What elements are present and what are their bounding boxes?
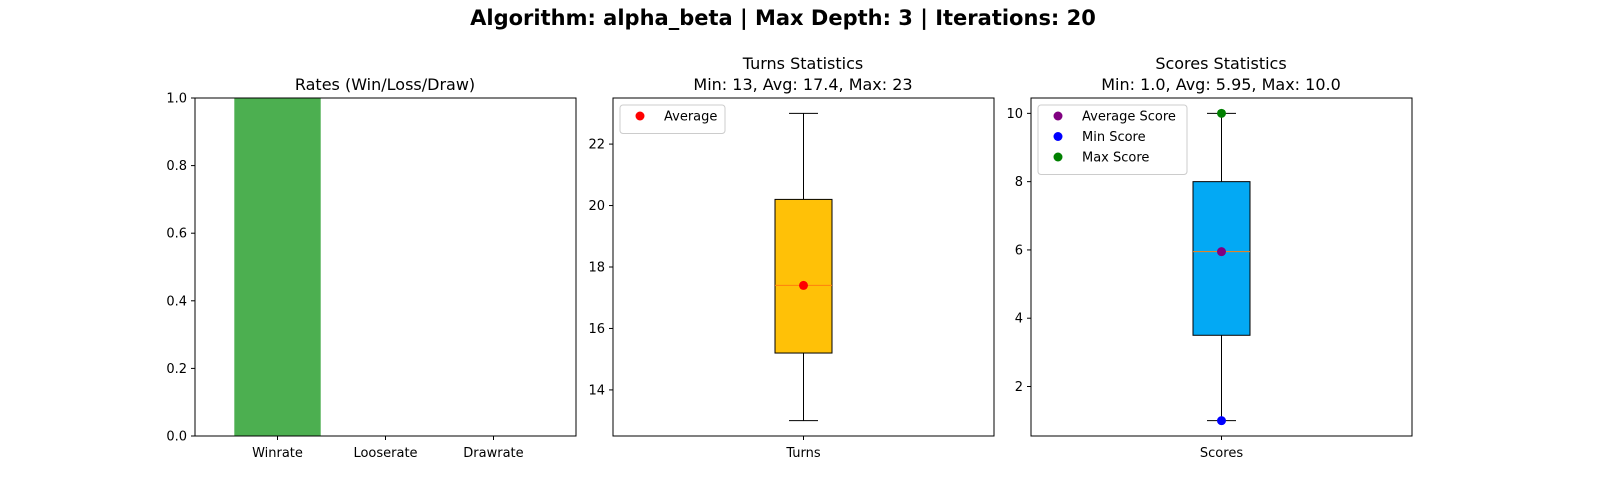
turns-legend: Average bbox=[619, 104, 726, 134]
scores-legend-label: Average Score bbox=[1082, 110, 1176, 125]
turns-average-point bbox=[799, 280, 808, 290]
turns-y-tick-label: 20 bbox=[588, 199, 605, 214]
scores-y-tick-label: 4 bbox=[1015, 312, 1023, 327]
scores-legend-marker bbox=[1053, 111, 1063, 121]
scores-legend: Average Score Min Score Max Score bbox=[1037, 104, 1188, 175]
scores-box-plot: Scores Statistics Min: 1.0, Avg: 5.95, M… bbox=[1006, 54, 1413, 461]
turns-box-marks bbox=[774, 112, 833, 422]
rates-y-tick-label: 0.6 bbox=[166, 227, 187, 242]
scores-y-tick-label: 2 bbox=[1015, 380, 1023, 395]
rates-chart-title: Rates (Win/Loss/Draw) bbox=[295, 75, 475, 94]
turns-y-tick-label: 16 bbox=[588, 322, 605, 337]
turns-box bbox=[774, 198, 833, 354]
rates-bar-chart: Rates (Win/Loss/Draw) 0.0 0.2 0.4 0.6 0.8 1.0… bbox=[166, 75, 577, 461]
turns-x-tick-label: Turns bbox=[785, 446, 821, 461]
rates-x-tick-label: Winrate bbox=[252, 446, 303, 461]
turns-legend-marker bbox=[635, 111, 645, 121]
rates-bar-marks bbox=[234, 98, 321, 436]
scores-legend-frame bbox=[1037, 104, 1188, 175]
rates-x-tick-label: Drawrate bbox=[463, 446, 523, 461]
rates-y-tick-label: 0.4 bbox=[166, 294, 187, 309]
rates-y-tick-label: 0.8 bbox=[166, 159, 187, 174]
scores-legend-label: Max Score bbox=[1082, 151, 1149, 166]
turns-y-tick-label: 14 bbox=[588, 383, 605, 398]
turns-axes: 14 16 18 20 22 Turns bbox=[588, 97, 995, 461]
rates-y-tick-label: 0.0 bbox=[166, 430, 187, 445]
scores-legend-label: Min Score bbox=[1082, 130, 1146, 145]
turns-chart-subtitle: Min: 13, Avg: 17.4, Max: 23 bbox=[693, 75, 912, 94]
scores-axes: 2 4 6 8 10 Scores bbox=[1006, 97, 1413, 461]
turns-legend-frame bbox=[619, 104, 726, 134]
scores-min-score-point bbox=[1217, 416, 1226, 426]
figure-suptitle: Algorithm: alpha_beta | Max Depth: 3 | I… bbox=[470, 6, 1096, 31]
scores-max-score-point bbox=[1217, 108, 1226, 118]
turns-y-tick-label: 18 bbox=[588, 261, 605, 276]
rates-axes: 0.0 0.2 0.4 0.6 0.8 1.0 Winrate Looserate Drawra… bbox=[166, 92, 577, 461]
rates-x-tick-label: Looserate bbox=[353, 446, 417, 461]
scores-legend-marker bbox=[1053, 132, 1063, 141]
scores-legend-marker bbox=[1053, 152, 1063, 162]
bar-winrate bbox=[234, 98, 321, 436]
scores-y-tick-label: 10 bbox=[1006, 107, 1023, 122]
scores-average-score-point bbox=[1217, 247, 1226, 257]
scores-x-tick-label: Scores bbox=[1200, 446, 1243, 461]
scores-box bbox=[1192, 181, 1251, 336]
scores-y-tick-label: 8 bbox=[1015, 175, 1023, 190]
rates-y-tick-label: 0.2 bbox=[166, 362, 187, 377]
rates-y-tick-label: 1.0 bbox=[166, 92, 187, 107]
turns-box-plot: Turns Statistics Min: 13, Avg: 17.4, Max… bbox=[588, 54, 995, 461]
scores-chart-subtitle: Min: 1.0, Avg: 5.95, Max: 10.0 bbox=[1101, 75, 1341, 94]
scores-box-marks bbox=[1192, 108, 1251, 426]
scores-y-tick-label: 6 bbox=[1015, 243, 1023, 258]
turns-legend-label: Average bbox=[664, 110, 717, 125]
scores-chart-title: Scores Statistics bbox=[1155, 54, 1286, 73]
turns-chart-title: Turns Statistics bbox=[742, 54, 863, 73]
turns-y-tick-label: 22 bbox=[588, 138, 605, 153]
